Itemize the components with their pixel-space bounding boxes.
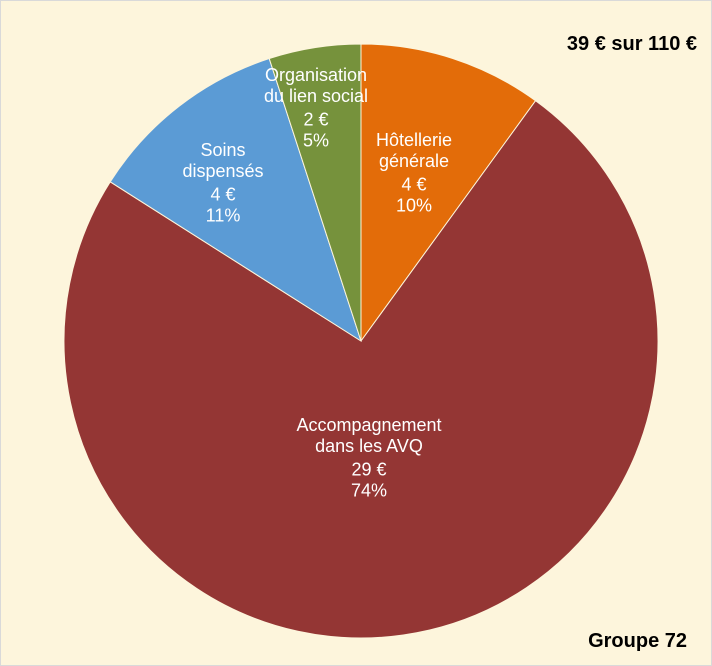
slice-label: Organisation du lien social xyxy=(263,65,369,106)
chart-subtitle: Groupe 72 xyxy=(588,630,687,652)
pie-slice xyxy=(109,57,362,343)
percent-label: 5% xyxy=(302,130,330,150)
percent-label: 11% xyxy=(205,205,241,225)
chart-title: 39 € sur 110 € xyxy=(566,33,697,55)
slice-label: Accompagnement dans les AVQ xyxy=(296,415,442,456)
slice-label: Soins dispensés xyxy=(182,140,264,181)
amount-label: 29 € xyxy=(351,459,387,479)
amount-label: 4 € xyxy=(401,174,427,194)
percent-label: 10% xyxy=(395,195,433,215)
pie-slice xyxy=(63,100,659,639)
percent-label: 74% xyxy=(350,480,388,500)
pie-slice xyxy=(360,43,537,343)
amount-label: 2 € xyxy=(303,109,329,129)
pie-slice xyxy=(268,43,362,342)
slice-label: Hôtellerie générale xyxy=(375,130,453,171)
amount-label: 4 € xyxy=(210,184,236,204)
